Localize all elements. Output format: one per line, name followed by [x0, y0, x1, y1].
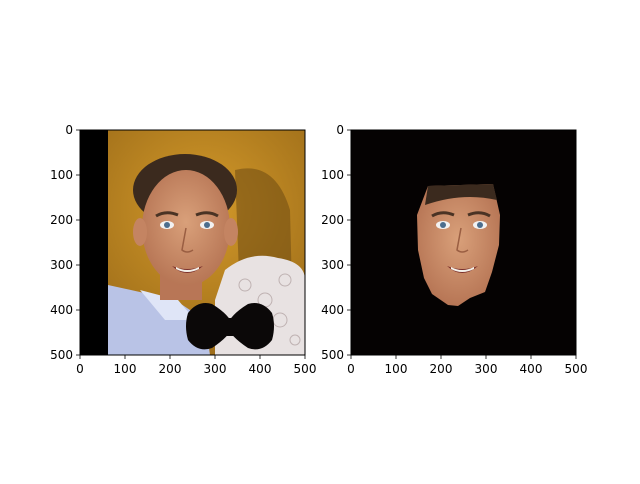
mouth	[447, 266, 478, 273]
y-tick-label: 200	[321, 213, 344, 227]
iris-right	[204, 222, 210, 228]
x-tick-label: 0	[76, 362, 84, 376]
iris-right	[477, 222, 483, 228]
mouth	[172, 266, 203, 273]
x-tick-label: 100	[385, 362, 408, 376]
x-tick-label: 300	[475, 362, 498, 376]
shirt-collar	[140, 290, 195, 320]
eyebrow-left	[431, 211, 455, 218]
left-image-panel	[80, 130, 305, 355]
y-tick-label: 300	[50, 258, 73, 272]
x-tick-label: 100	[114, 362, 137, 376]
shirt	[108, 285, 210, 355]
bow-tie	[186, 303, 274, 350]
eyebrow-left	[155, 211, 179, 218]
x-tick-label: 400	[520, 362, 543, 376]
teeth	[176, 267, 199, 272]
y-tick-label: 500	[50, 348, 73, 362]
x-tick-label: 200	[159, 362, 182, 376]
y-tick-label: 500	[321, 348, 344, 362]
ear-right	[224, 218, 238, 246]
x-tick-label: 0	[347, 362, 355, 376]
x-tick-label: 200	[430, 362, 453, 376]
y-tick-label: 0	[336, 123, 344, 137]
nose	[456, 227, 469, 253]
right-image-frame	[350, 129, 577, 356]
y-tick-label: 100	[321, 168, 344, 182]
eyebrow-right	[467, 211, 491, 218]
x-tick-label: 500	[294, 362, 317, 376]
y-tick-label: 300	[321, 258, 344, 272]
y-tick-label: 400	[321, 303, 344, 317]
iris-left	[164, 222, 170, 228]
teeth	[451, 267, 474, 272]
ear-left	[133, 218, 147, 246]
nose	[181, 227, 194, 253]
y-tick-label: 200	[50, 213, 73, 227]
left-black-band	[80, 130, 108, 355]
iris-left	[440, 222, 446, 228]
hair-region	[425, 184, 497, 205]
y-tick-label: 0	[65, 123, 73, 137]
x-tick-label: 300	[204, 362, 227, 376]
y-tick-label: 100	[50, 168, 73, 182]
right-image-panel	[351, 130, 576, 355]
left-image-frame	[79, 129, 306, 356]
y-tick-label: 400	[50, 303, 73, 317]
x-tick-label: 500	[565, 362, 588, 376]
eyebrow-right	[195, 211, 219, 218]
x-tick-label: 400	[249, 362, 272, 376]
